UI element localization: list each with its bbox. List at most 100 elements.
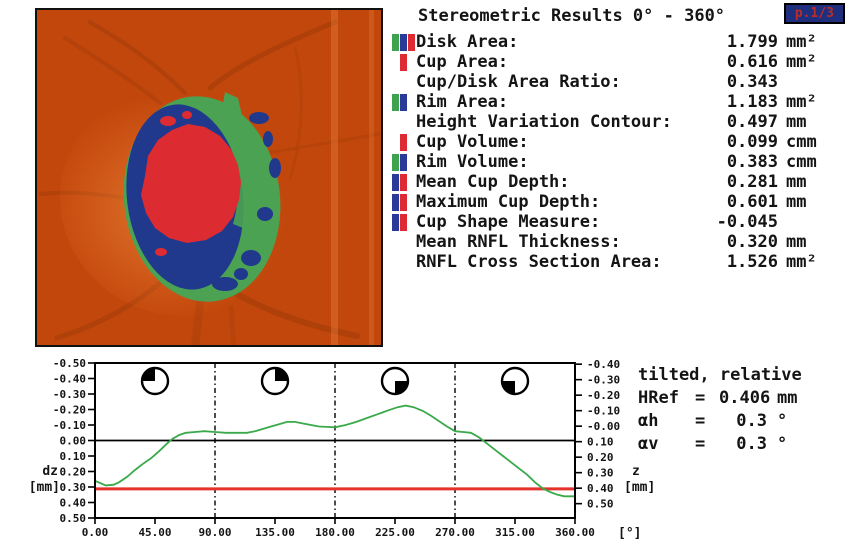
param-unit: mm [777, 388, 798, 408]
svg-text:0.00: 0.00 [82, 526, 109, 539]
legend-bars-icon [392, 254, 416, 271]
stat-value: 1.183 [726, 92, 778, 112]
stat-label: Mean RNFL Thickness: [416, 232, 621, 252]
stat-row-cup-volume: Cup Volume: 0.099 cmm [392, 132, 836, 152]
legend-bars-icon [392, 93, 416, 111]
stat-value: 0.281 [726, 172, 778, 192]
stat-unit: mm² [786, 32, 817, 52]
svg-text:0.40: 0.40 [60, 497, 87, 510]
legend-bars-icon [392, 234, 416, 251]
svg-text:0.50: 0.50 [587, 498, 614, 511]
svg-text:45.00: 45.00 [138, 526, 171, 539]
stat-row-rnfl-cross-section-area: RNFL Cross Section Area: 1.526 mm² [392, 252, 836, 272]
stat-unit: mm [786, 232, 807, 252]
svg-text:0.20: 0.20 [587, 451, 614, 464]
legend-bars-icon [392, 74, 416, 91]
svg-text:-0.30: -0.30 [587, 374, 620, 387]
stat-label: Cup Shape Measure: [416, 212, 601, 232]
svg-text:0.00: 0.00 [60, 435, 87, 448]
svg-text:0.20: 0.20 [60, 466, 87, 479]
stat-label: Height Variation Contour: [416, 112, 672, 132]
legend-bars-icon [392, 193, 416, 211]
alpha-h-row: αh = 0.3 ° [638, 410, 838, 433]
stat-unit: mm² [786, 52, 817, 72]
height-profile-chart: -0.50 -0.40 -0.30 -0.20 -0.10 0.00 0.10 0.20 0.3… [0, 345, 700, 545]
stat-value: 0.497 [726, 112, 778, 132]
param-name: αv [638, 434, 659, 454]
alpha-v-row: αv = 0.3 ° [638, 433, 838, 456]
stat-value: 1.526 [726, 252, 778, 272]
stat-label: Cup Area: [416, 52, 509, 72]
param-value: 0.406 [719, 388, 771, 408]
legend-bars-icon [392, 33, 416, 51]
svg-text:-0.50: -0.50 [53, 357, 86, 370]
stat-row-mean-cup-depth: Mean Cup Depth: 0.281 mm [392, 172, 836, 192]
stat-label: Cup/Disk Area Ratio: [416, 72, 621, 92]
stat-unit: mm [786, 172, 807, 192]
param-name: αh [638, 411, 659, 431]
svg-text:0.30: 0.30 [60, 481, 87, 494]
stat-value: 0.099 [726, 132, 778, 152]
stat-row-maximum-cup-depth: Maximum Cup Depth: 0.601 mm [392, 192, 836, 212]
stats-title: Stereometric Results 0° - 360° [418, 6, 726, 26]
svg-text:180.00: 180.00 [315, 526, 355, 539]
svg-text:[°]: [°] [618, 526, 641, 541]
legend-bars-icon [392, 133, 416, 151]
param-unit: ° [777, 411, 788, 431]
stat-value: -0.045 [716, 212, 778, 232]
stat-row-mean-rnfl-thickness: Mean RNFL Thickness: 0.320 mm [392, 232, 836, 252]
stat-value: 0.601 [726, 192, 778, 212]
svg-text:90.00: 90.00 [198, 526, 231, 539]
fundus-topography-image [35, 8, 383, 347]
svg-text:[mm]: [mm] [29, 480, 60, 495]
svg-text:-0.20: -0.20 [53, 404, 86, 417]
rim-streak [223, 92, 250, 162]
stat-row-cup-disk-area-ratio: Cup/Disk Area Ratio: 0.343 [392, 72, 836, 92]
stat-value: 0.616 [726, 52, 778, 72]
stat-label: Maximum Cup Depth: [416, 192, 601, 212]
page-badge[interactable]: p.1/3 [783, 3, 845, 24]
disc-overlay [123, 92, 281, 302]
stat-unit: cmm [786, 132, 817, 152]
svg-text:-0.10: -0.10 [587, 405, 620, 418]
equals-sign: = [695, 411, 706, 431]
param-name: HRef [638, 388, 679, 408]
stats-rows: Disk Area: 1.799 mm² Cup Area: 0.616 mm² Cup… [392, 32, 836, 272]
stereometric-results-panel: Stereometric Results 0° - 360° p.1/3 Dis… [392, 3, 845, 272]
equals-sign: = [695, 388, 706, 408]
stat-row-cup-shape-measure: Cup Shape Measure: -0.045 [392, 212, 836, 232]
svg-text:315.00: 315.00 [495, 526, 535, 539]
svg-text:135.00: 135.00 [255, 526, 295, 539]
stat-row-rim-area: Rim Area: 1.183 mm² [392, 92, 836, 112]
svg-text:0.50: 0.50 [60, 512, 87, 525]
equals-sign: = [695, 434, 706, 454]
svg-text:270.00: 270.00 [435, 526, 475, 539]
stat-row-rim-volume: Rim Volume: 0.383 cmm [392, 152, 836, 172]
stat-label: Rim Area: [416, 92, 509, 112]
svg-text:[mm]: [mm] [624, 480, 655, 495]
svg-text:225.00: 225.00 [375, 526, 415, 539]
image-border [35, 8, 383, 347]
status-text: tilted, relative [638, 365, 802, 385]
svg-text:-0.10: -0.10 [53, 419, 86, 432]
stat-value: 0.320 [726, 232, 778, 252]
svg-text:-0.40: -0.40 [587, 358, 620, 371]
param-value: 0.3 [736, 411, 767, 431]
height-profile-plot: -0.50 -0.40 -0.30 -0.20 -0.10 0.00 0.10 0.20 0.3… [29, 357, 656, 541]
legend-bars-icon [392, 213, 416, 231]
svg-text:-0.30: -0.30 [53, 388, 86, 401]
href-row: HRef = 0.406 mm [638, 387, 838, 410]
param-value: 0.3 [736, 434, 767, 454]
stat-label: RNFL Cross Section Area: [416, 252, 662, 272]
param-unit: ° [777, 434, 788, 454]
stats-header: Stereometric Results 0° - 360° p.1/3 [392, 3, 845, 30]
svg-text:0.10: 0.10 [587, 436, 614, 449]
fundus-image-panel [35, 8, 383, 347]
stat-unit: mm [786, 112, 807, 132]
stat-label: Disk Area: [416, 32, 519, 52]
legend-bars-icon [392, 173, 416, 191]
svg-text:360.00: 360.00 [555, 526, 595, 539]
svg-text:-0.40: -0.40 [53, 373, 86, 386]
legend-bars-icon [392, 53, 416, 71]
